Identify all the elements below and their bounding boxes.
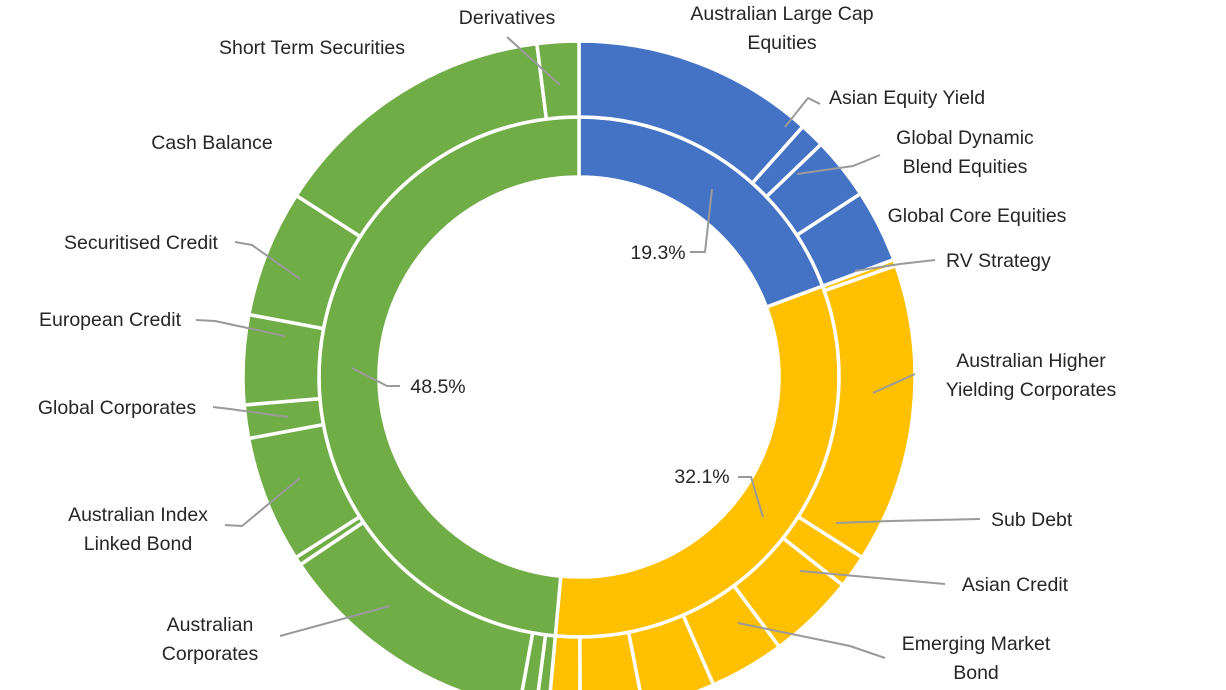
outer-label-australian-index-linked-bond: Australian Index Linked Bond [68, 504, 208, 555]
outer-label-line: Asian Credit [962, 574, 1069, 596]
leader-line-derivatives [506, 36, 561, 86]
leader-line-sub-debt [835, 518, 981, 524]
leader-line-asian-equity-yield [784, 96, 821, 128]
outer-label-line: Bond [953, 662, 999, 684]
outer-label-line: Derivatives [459, 7, 556, 29]
leader-line-australian-corporates [279, 605, 391, 637]
outer-label-line: Sub Debt [991, 509, 1073, 531]
leader-line-emerging-market-bond [737, 622, 886, 659]
outer-label-global-core-equities: Global Core Equities [888, 205, 1067, 227]
outer-label-global-dynamic-blend-equities: Global Dynamic Blend Equities [896, 127, 1034, 178]
leader-line-asian-credit [799, 570, 946, 585]
outer-label-asian-credit: Asian Credit [962, 574, 1069, 596]
segments-layer [241, 39, 917, 690]
outer-label-line: Linked Bond [84, 533, 192, 555]
leader-line-global-corporates [212, 406, 289, 418]
outer-label-securitised-credit: Securitised Credit [64, 232, 218, 254]
outer-label-line: Cash Balance [151, 132, 272, 154]
outer-label-line: Australian Large Cap [690, 3, 873, 25]
outer-label-line: RV Strategy [946, 250, 1051, 272]
outer-label-short-term-securities: Short Term Securities [219, 37, 405, 59]
pct-leader-fixed-income [738, 476, 764, 518]
outer-label-emerging-market-bond: Emerging Market Bond [902, 633, 1051, 684]
outer-label-australian-corporates: Australian Corporates [162, 614, 259, 665]
outer-label-line: Global Dynamic [896, 127, 1034, 149]
leader-line-european-credit [195, 319, 286, 337]
outer-label-line: Yielding Corporates [946, 379, 1117, 401]
outer-label-european-credit: European Credit [39, 309, 182, 331]
outer-label-global-corporates: Global Corporates [38, 397, 196, 419]
outer-label-line: Global Core Equities [888, 205, 1067, 227]
outer-label-line: European Credit [39, 309, 182, 331]
pct-leader-cash-other [351, 367, 400, 387]
outer-label-derivatives: Derivatives [459, 7, 556, 29]
outer-label-line: Corporates [162, 643, 259, 665]
outer-label-line: Asian Equity Yield [829, 87, 985, 109]
leader-line-australian-higher-yielding-corporates [872, 373, 916, 394]
pct-leader-equities [690, 188, 713, 253]
outer-label-asian-equity-yield: Asian Equity Yield [829, 87, 985, 109]
outer-label-australian-large-cap-equities: Australian Large Cap Equities [690, 3, 873, 54]
labels-layer: Australian Large Cap Equities Asian Equity… [38, 3, 1117, 684]
outer-label-line: Australian Index [68, 504, 208, 526]
outer-label-rv-strategy: RV Strategy [946, 250, 1051, 272]
outer-label-line: Australian Higher [956, 350, 1106, 372]
outer-label-line: Securitised Credit [64, 232, 218, 254]
outer-label-line: Australian [167, 614, 254, 636]
outer-label-line: Short Term Securities [219, 37, 405, 59]
leader-line-global-dynamic-blend-equities [796, 154, 881, 175]
outer-label-line: Blend Equities [903, 156, 1028, 178]
outer-label-line: Equities [747, 32, 817, 54]
outer-label-cash-balance: Cash Balance [151, 132, 272, 154]
leader-line-securitised-credit [234, 241, 301, 280]
inner-pct-label-equities: 19.3% [630, 242, 685, 264]
outer-segment-derivatives [534, 39, 581, 122]
inner-pct-label-fixed-income: 32.1% [674, 466, 729, 488]
outer-label-sub-debt: Sub Debt [991, 509, 1073, 531]
leader-lines-layer [195, 36, 981, 659]
inner-pct-label-cash-other: 48.5% [410, 376, 465, 398]
outer-label-line: Global Corporates [38, 397, 196, 419]
outer-label-line: Emerging Market [902, 633, 1051, 655]
outer-label-australian-higher-yielding-corporates: Australian Higher Yielding Corporates [946, 350, 1117, 401]
leader-line-rv-strategy [854, 259, 936, 272]
leader-line-australian-index-linked-bond [224, 477, 301, 528]
